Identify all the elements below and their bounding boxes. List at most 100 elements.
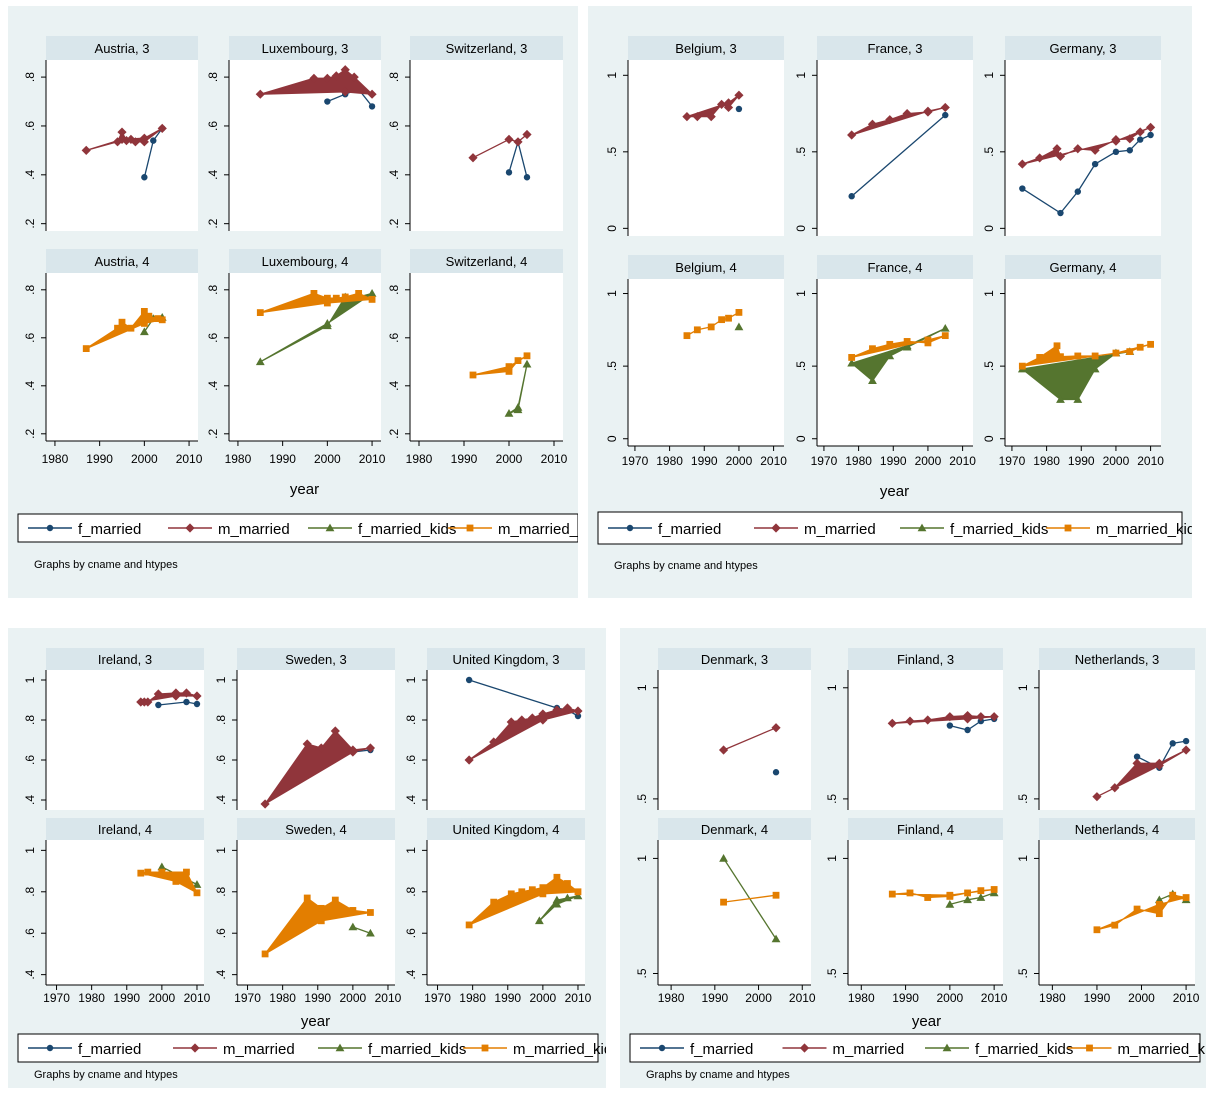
x-tick-label: 1990 — [892, 991, 919, 1005]
data-point — [1057, 209, 1064, 217]
data-point — [192, 691, 202, 701]
x-tick-label: 1980 — [1033, 454, 1060, 468]
series-m-married-kids — [261, 894, 374, 958]
data-point — [127, 324, 135, 332]
data-point — [1074, 352, 1082, 360]
data-point — [534, 916, 544, 925]
data-point — [527, 713, 537, 723]
x-tick-label: 1990 — [269, 452, 296, 466]
plot-area — [427, 840, 585, 985]
series-f-married-kids — [348, 922, 375, 937]
x-tick-label: 1970 — [234, 991, 261, 1005]
facet-title: Finland, 4 — [897, 822, 954, 837]
x-tick-label: 1990 — [113, 991, 140, 1005]
footnote: Graphs by cname and htypes — [34, 1069, 178, 1081]
y-tick-label: .4 — [404, 795, 418, 805]
legend-marker — [942, 1043, 952, 1052]
legend-item-m-married-kids: m_married_kids — [1046, 521, 1203, 538]
data-point — [332, 294, 340, 302]
data-point — [139, 327, 149, 336]
data-point — [976, 893, 986, 901]
data-point — [573, 891, 583, 900]
footnote: Graphs by cname and htypes — [34, 559, 178, 571]
facet-header — [817, 255, 973, 279]
data-point — [140, 308, 148, 315]
data-point — [504, 134, 514, 144]
y-tick-label: .5 — [605, 146, 619, 156]
facet-title: Austria, 4 — [95, 254, 150, 269]
plot-area — [817, 279, 973, 446]
data-point — [157, 862, 167, 871]
series-band — [1096, 894, 1187, 931]
series-f-married — [1019, 131, 1154, 217]
data-point — [1125, 134, 1135, 144]
facet-5: Finland, 4 .5 1 1980 1990 2000 2010 — [825, 818, 1008, 1005]
data-point — [514, 357, 522, 364]
y-tick-label: .8 — [387, 72, 401, 82]
data-point — [1182, 894, 1190, 901]
y-tick-label: .5 — [825, 794, 839, 804]
data-point — [976, 712, 986, 722]
data-point — [552, 705, 562, 715]
data-point — [539, 890, 547, 898]
facet-5: France, 4 0 .5 1 1970 1980 1990 2000 2010 — [794, 255, 976, 468]
x-tick-label: 1980 — [269, 991, 296, 1005]
data-point — [323, 294, 331, 302]
data-point — [517, 715, 527, 725]
series-line — [472, 133, 528, 159]
y-tick-label: .5 — [982, 361, 996, 371]
series-m-married — [718, 723, 781, 755]
data-point — [553, 873, 561, 881]
x-axis-title: year — [290, 481, 319, 498]
data-point — [522, 129, 532, 140]
x-tick-label: 2010 — [1173, 991, 1200, 1005]
legend-marker — [46, 524, 54, 532]
x-tick-label: 2010 — [789, 991, 816, 1005]
y-tick-label: .8 — [214, 886, 228, 896]
y-tick-label: .6 — [206, 332, 220, 342]
facet-title: Ireland, 4 — [98, 822, 152, 837]
facet-title: Denmark, 4 — [701, 822, 768, 837]
data-point — [1055, 151, 1066, 162]
data-point — [772, 891, 780, 899]
y-tick-label: 1 — [214, 676, 228, 683]
x-axis-title: year — [912, 1013, 941, 1030]
data-point — [923, 715, 933, 725]
facet-title: Luxembourg, 3 — [262, 41, 349, 56]
data-point — [964, 889, 971, 897]
legend-label: m_married — [223, 1041, 295, 1058]
data-point — [1017, 159, 1027, 169]
facet-title: Netherlands, 4 — [1075, 822, 1160, 837]
data-point — [903, 338, 911, 345]
y-tick-label: .8 — [387, 284, 401, 294]
y-tick-label: .4 — [23, 169, 37, 179]
legend: f_married m_married f_married_kids m_marrie… — [17, 1033, 620, 1063]
series-f-married-kids — [847, 323, 950, 384]
data-point — [368, 296, 376, 303]
chart-group-1: Austria, 3.2.4.6.8 Luxembourg, 3.2.4.6.8 S… — [8, 6, 605, 598]
facet-6: United Kingdom, 4 .4 .6 .8 1 1970 1980 1990 2000… — [404, 818, 592, 1005]
data-point — [693, 326, 701, 334]
data-point — [193, 700, 201, 708]
x-tick-label: 1990 — [880, 454, 907, 468]
data-point — [772, 769, 780, 776]
data-point — [316, 743, 326, 753]
series-band — [1021, 350, 1131, 401]
data-point — [1146, 122, 1156, 132]
x-tick-label: 2000 — [530, 991, 557, 1005]
data-point — [886, 340, 894, 348]
data-point — [940, 102, 950, 113]
x-tick-label: 1970 — [999, 454, 1026, 468]
data-point — [574, 712, 582, 720]
series-line — [949, 892, 995, 906]
series-m-married — [1017, 122, 1156, 169]
data-point — [153, 689, 163, 699]
data-point — [193, 889, 201, 897]
data-point — [330, 726, 340, 736]
facet-3: Netherlands, 3 .5 1 — [1016, 648, 1195, 810]
data-point — [260, 799, 270, 809]
y-tick-label: .4 — [387, 169, 401, 179]
legend: f_married m_married f_married_kids m_marrie… — [629, 1033, 1214, 1063]
data-point — [367, 909, 374, 916]
y-tick-label: .6 — [404, 928, 418, 938]
